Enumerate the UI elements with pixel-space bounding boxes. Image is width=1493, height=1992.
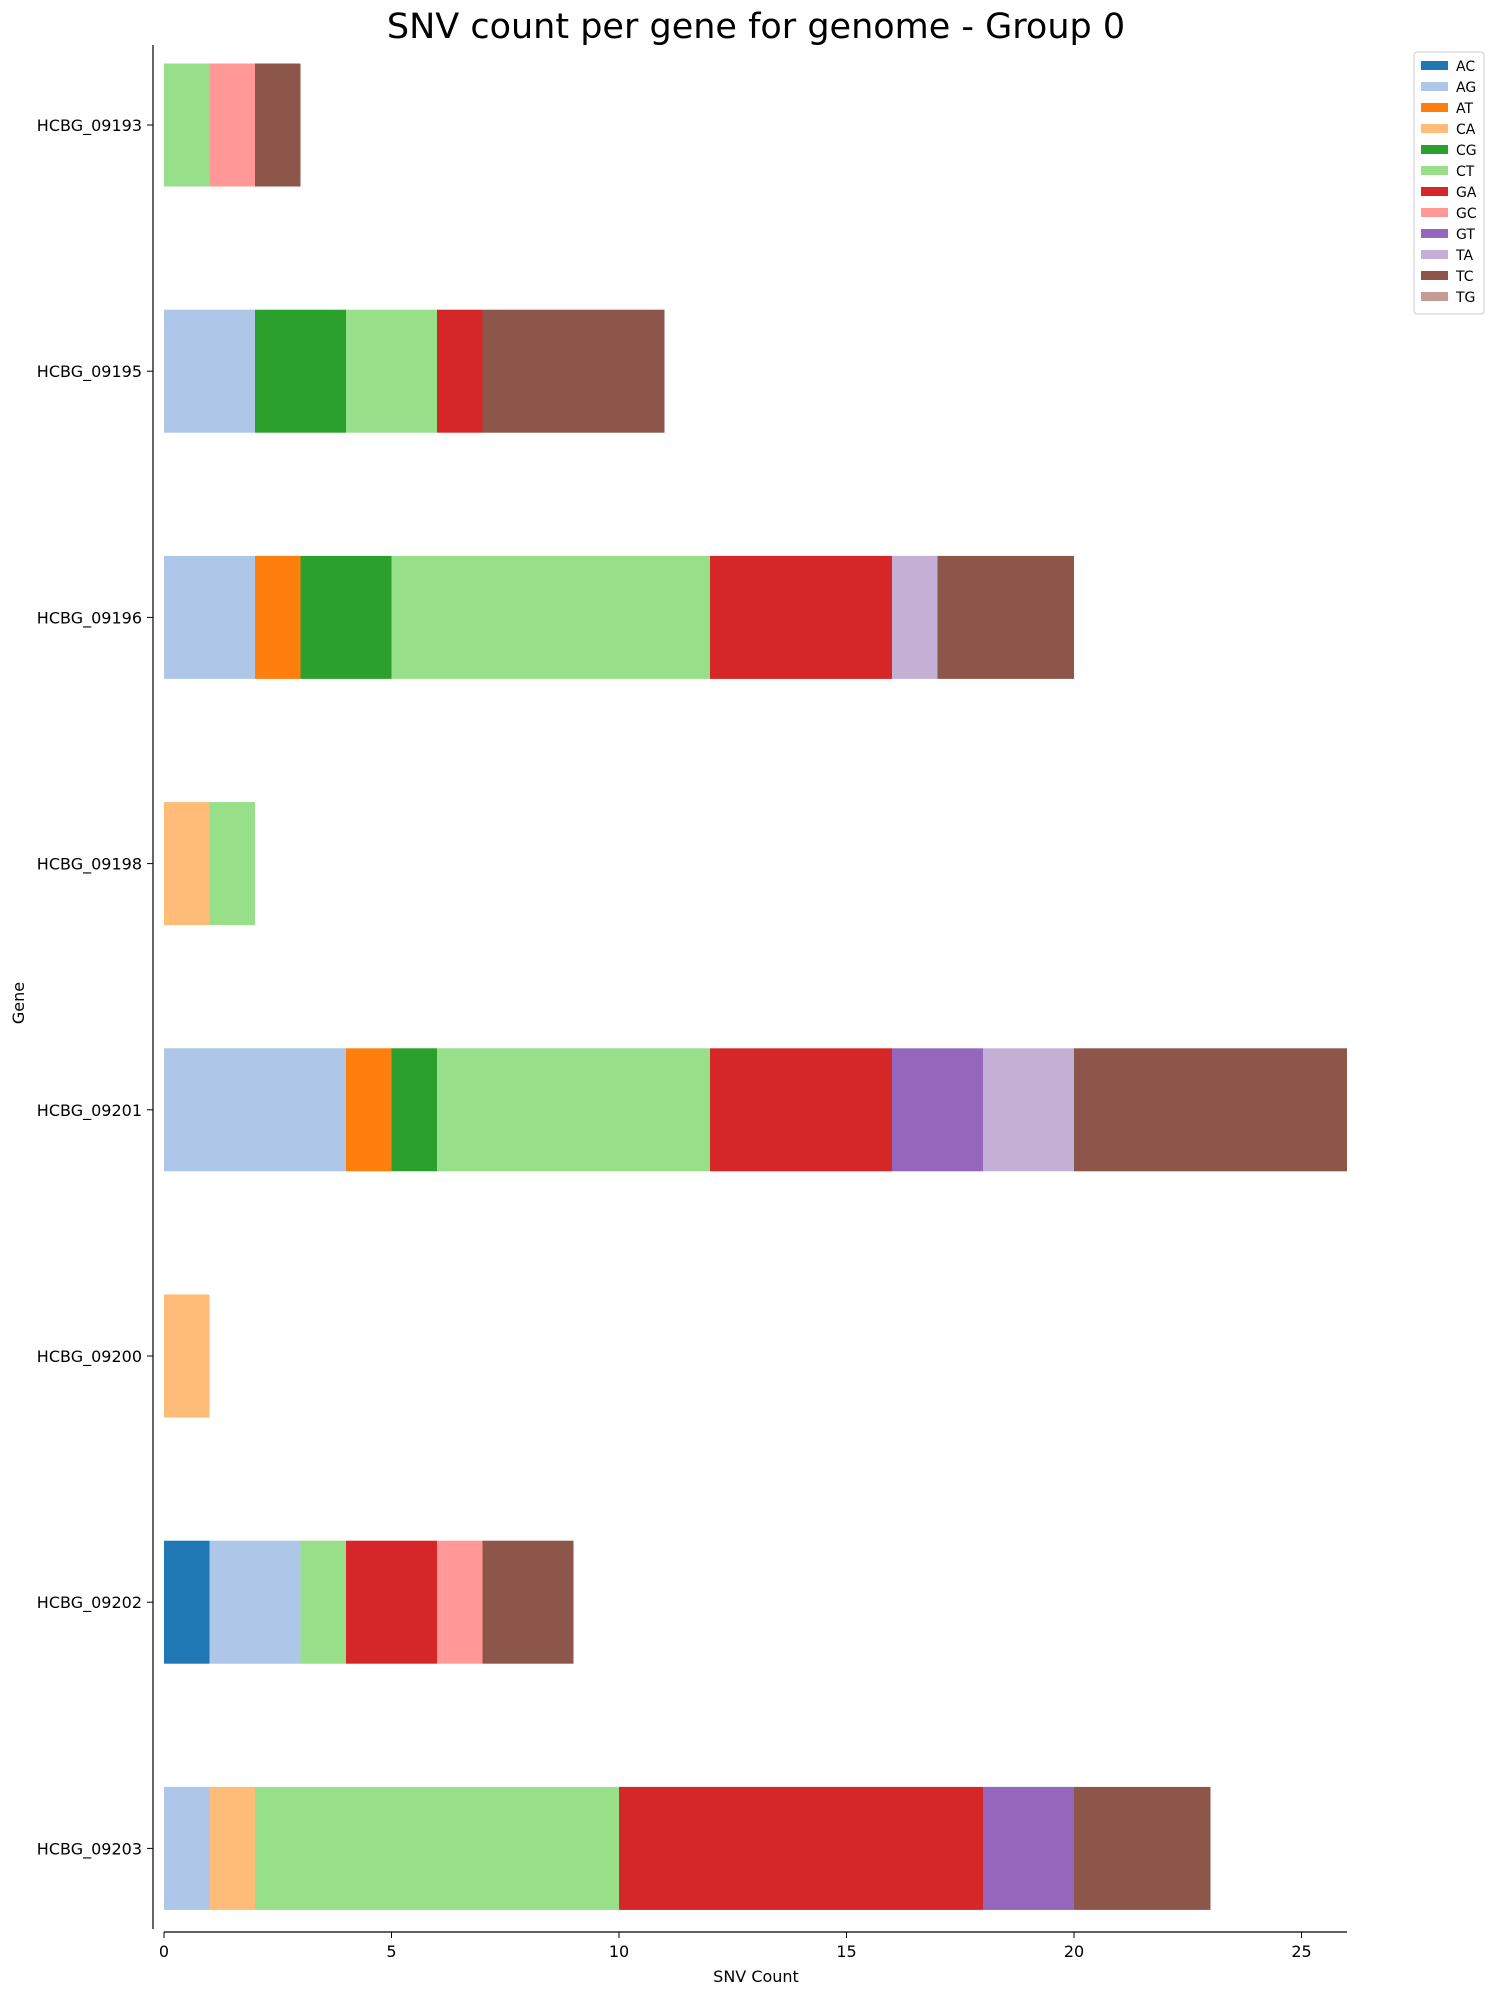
bar-segment-HCBG_09201-GA [710, 1048, 892, 1172]
y-tick-label: HCBG_09195 [37, 362, 142, 382]
legend-swatch-AT [1421, 103, 1448, 112]
x-axis-label: SNV Count [713, 1967, 799, 1986]
x-tick-label: 15 [836, 1942, 856, 1961]
legend-swatch-TA [1421, 250, 1448, 259]
bar-segment-HCBG_09202-GA [346, 1540, 437, 1664]
y-tick-label: HCBG_09203 [37, 1839, 142, 1859]
y-tick-label: HCBG_09202 [37, 1593, 142, 1613]
bar-segment-HCBG_09201-CG [391, 1048, 437, 1172]
legend-swatch-TG [1421, 292, 1448, 301]
legend-swatch-GA [1421, 187, 1448, 196]
legend-label-AG: AG [1456, 80, 1476, 96]
bar-segment-HCBG_09201-TC [1074, 1048, 1347, 1172]
bar-segment-HCBG_09196-CT [391, 555, 710, 679]
x-tick-label: 10 [609, 1942, 629, 1961]
legend-label-TG: TG [1455, 290, 1475, 306]
bar-segment-HCBG_09195-GA [437, 309, 483, 433]
bar-segment-HCBG_09193-GC [209, 63, 255, 187]
x-tick-label: 25 [1291, 1942, 1311, 1961]
bar-segment-HCBG_09195-CG [255, 309, 346, 433]
bars-layer [164, 63, 1347, 1910]
bar-segment-HCBG_09201-TA [983, 1048, 1074, 1172]
bar-segment-HCBG_09203-AG [164, 1786, 210, 1910]
chart-title: SNV count per gene for genome - Group 0 [387, 7, 1125, 47]
bar-segment-HCBG_09195-TC [482, 309, 665, 433]
legend-label-AT: AT [1456, 101, 1473, 117]
x-tick-label: 20 [1064, 1942, 1084, 1961]
legend-swatch-GC [1421, 208, 1448, 217]
bar-segment-HCBG_09198-CA [164, 802, 210, 926]
y-tick-label: HCBG_09201 [37, 1101, 142, 1121]
legend-label-GA: GA [1456, 185, 1477, 201]
legend-swatch-GT [1421, 229, 1448, 238]
x-axis: 0 5 10 15 20 25 [159, 1931, 1347, 1961]
bar-segment-HCBG_09201-GT [892, 1048, 983, 1172]
y-axis-label: Gene [9, 982, 28, 1024]
bar-segment-HCBG_09196-GA [710, 555, 892, 679]
legend-swatch-AG [1421, 82, 1448, 91]
bar-segment-HCBG_09196-CG [300, 555, 392, 679]
bar-segment-HCBG_09201-AT [346, 1048, 392, 1172]
bar-segment-HCBG_09201-AG [164, 1048, 346, 1172]
legend-swatch-AC [1421, 61, 1448, 70]
legend-label-GC: GC [1456, 206, 1477, 222]
bar-segment-HCBG_09193-TC [255, 63, 301, 187]
bar-segment-HCBG_09201-CT [437, 1048, 710, 1172]
legend-label-CA: CA [1456, 122, 1476, 138]
legend: AC AG AT CA CG CT GA GC GT TA TC TG [1413, 51, 1485, 315]
legend-label-GT: GT [1456, 227, 1475, 243]
y-tick-label: HCBG_09196 [37, 608, 142, 628]
x-tick-label: 0 [159, 1942, 169, 1961]
legend-swatch-CA [1421, 124, 1448, 133]
legend-label-TA: TA [1455, 248, 1473, 264]
bar-segment-HCBG_09203-TC [1074, 1786, 1211, 1910]
bar-segment-HCBG_09195-CT [346, 309, 437, 433]
bar-segment-HCBG_09196-AG [164, 555, 255, 679]
legend-swatch-CG [1421, 145, 1448, 154]
y-axis: HCBG_09193 HCBG_09195 HCBG_09196 HCBG_09198… [37, 45, 154, 1929]
bar-segment-HCBG_09202-AC [164, 1540, 210, 1664]
bar-segment-HCBG_09202-CT [300, 1540, 346, 1664]
legend-label-AC: AC [1456, 59, 1475, 75]
legend-label-TC: TC [1455, 269, 1474, 285]
bar-segment-HCBG_09203-CT [255, 1786, 619, 1910]
bar-segment-HCBG_09202-TC [482, 1540, 574, 1664]
y-tick-label: HCBG_09198 [37, 855, 142, 875]
y-tick-label: HCBG_09193 [37, 116, 142, 136]
legend-label-CG: CG [1456, 143, 1477, 159]
legend-swatch-CT [1421, 166, 1448, 175]
bar-segment-HCBG_09196-TC [937, 555, 1074, 679]
bar-segment-HCBG_09203-GT [983, 1786, 1074, 1910]
bar-segment-HCBG_09202-AG [209, 1540, 301, 1664]
x-tick-label: 5 [386, 1942, 396, 1961]
bar-segment-HCBG_09196-TA [892, 555, 938, 679]
legend-frame [1413, 51, 1485, 315]
bar-segment-HCBG_09202-GC [437, 1540, 483, 1664]
y-tick-label: HCBG_09200 [37, 1347, 142, 1367]
bar-segment-HCBG_09200-CA [164, 1294, 210, 1418]
bar-segment-HCBG_09196-AT [255, 555, 301, 679]
bar-segment-HCBG_09203-GA [619, 1786, 983, 1910]
bar-segment-HCBG_09198-CT [209, 802, 255, 926]
legend-swatch-TC [1421, 271, 1448, 280]
bar-segment-HCBG_09193-CT [164, 63, 210, 187]
bar-segment-HCBG_09195-AG [164, 309, 255, 433]
bar-segment-HCBG_09203-CA [209, 1786, 255, 1910]
legend-label-CT: CT [1456, 164, 1475, 180]
